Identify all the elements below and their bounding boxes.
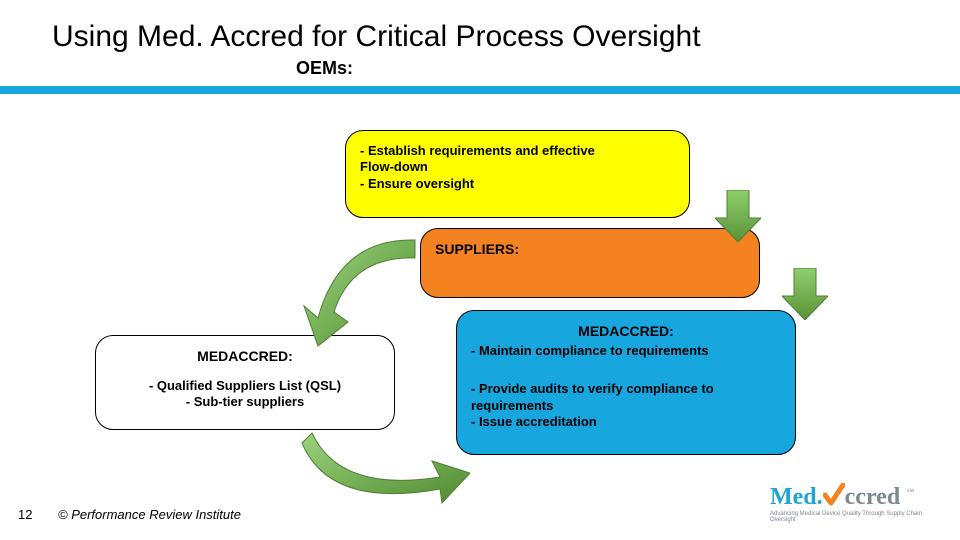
oems-box: - Establish requirements and effective F… [345,130,690,218]
slide-root: Using Med. Accred for Critical Process O… [0,0,960,540]
arrow-down-icon [782,268,828,320]
medaccred-right-box: MEDACCRED: - Maintain compliance to requ… [456,310,796,455]
copyright-text: © Performance Review Institute [58,507,241,522]
trademark-icon: ™ [906,487,914,496]
oems-body: - Establish requirements and effective F… [360,143,675,192]
medaccred-logo: Med. ccred ™ Advancing Medical Device Qua… [770,480,940,530]
medaccred-right-body: - Provide audits to verify compliance to… [471,381,781,430]
page-number: 12 [18,507,32,522]
cycle-arrow-bottom-icon [300,425,470,505]
slide-title: Using Med. Accred for Critical Process O… [52,20,701,54]
suppliers-box: SUPPLIERS: [420,228,760,298]
medaccred-left-box: MEDACCRED: - Qualified Suppliers List (Q… [95,335,395,430]
logo-tagline: Advancing Medical Device Quality Through… [770,511,940,523]
logo-med-text: Med. [770,484,823,510]
oems-label: OEMs: [296,58,353,79]
suppliers-heading: SUPPLIERS: [435,241,745,257]
medaccred-right-preline: - Maintain compliance to requirements [471,343,781,359]
medaccred-left-heading: MEDACCRED: [110,348,380,364]
logo-check-icon [823,483,845,512]
medaccred-right-heading: MEDACCRED: [471,323,781,339]
accent-bar [0,86,960,94]
arrow-down-icon [715,190,761,242]
medaccred-left-body: - Qualified Suppliers List (QSL) - Sub-t… [110,378,380,411]
cycle-arrow-top-icon [300,228,430,348]
logo-accred-text: ccred [845,484,901,510]
